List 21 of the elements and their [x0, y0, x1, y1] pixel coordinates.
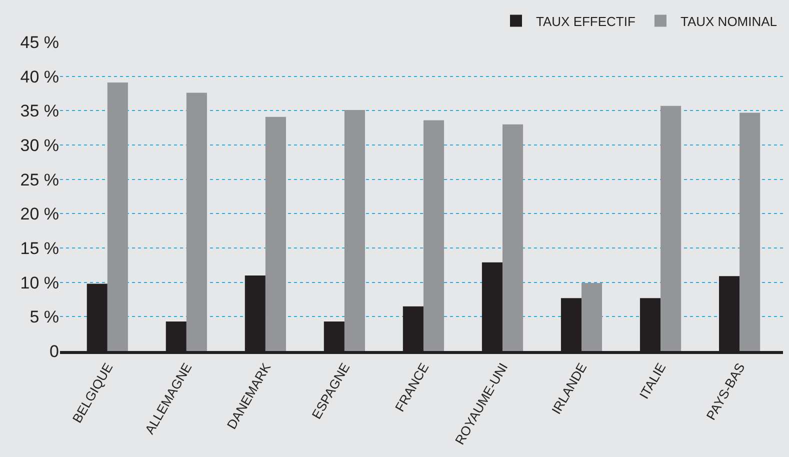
legend-label: TAUX NOMINAL — [680, 14, 778, 29]
text: 0 — [50, 342, 59, 361]
bar — [107, 82, 128, 351]
y-tick-label: 10 % — [20, 273, 59, 292]
bar — [423, 120, 444, 351]
bar — [344, 110, 365, 351]
bar — [660, 106, 682, 351]
y-tick-label: 45 % — [20, 32, 59, 52]
y-tick-label: 35 % — [20, 102, 59, 121]
bar — [186, 92, 207, 351]
legend-label: TAUX EFFECTIF — [536, 14, 636, 29]
bar — [740, 112, 760, 351]
y-tick-label: 25 % — [20, 170, 59, 190]
bar — [265, 116, 286, 351]
y-tick-label: 5 % — [30, 308, 59, 327]
y-tick-label: 30 % — [20, 136, 59, 155]
y-tick-label: 15 % — [20, 238, 59, 258]
bar — [582, 283, 602, 351]
bar — [502, 124, 524, 351]
y-tick-label: 20 % — [20, 204, 59, 224]
y-tick-label: 40 % — [20, 67, 59, 86]
